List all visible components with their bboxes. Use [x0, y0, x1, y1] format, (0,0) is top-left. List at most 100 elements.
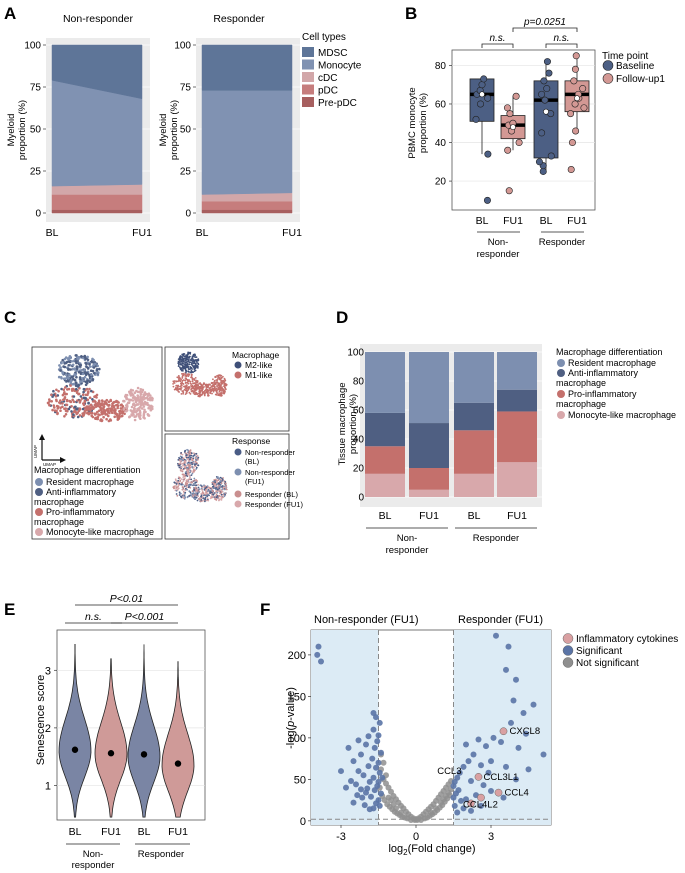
umap-point — [137, 408, 140, 412]
umap-point — [200, 390, 202, 392]
umap-point — [188, 451, 191, 454]
umap-point — [133, 418, 137, 422]
legend-title: Time point — [602, 51, 649, 62]
umap-point — [184, 489, 187, 491]
significant-point — [488, 787, 494, 794]
y-tick-label: 100 — [174, 41, 191, 52]
umap-point — [172, 385, 175, 388]
umap-point — [218, 374, 221, 377]
umap-point — [222, 493, 224, 496]
umap-point — [73, 368, 77, 371]
umap-point — [177, 358, 180, 360]
umap-point — [72, 413, 75, 416]
umap-point — [181, 462, 184, 465]
umap-point — [179, 358, 181, 360]
umap-point — [90, 411, 94, 415]
legend-label: (BL) — [245, 457, 260, 466]
umap-point — [48, 399, 51, 403]
umap-point — [84, 396, 87, 400]
umap-point — [181, 459, 184, 461]
facet-title: Responder — [213, 13, 265, 25]
umap-point — [73, 389, 76, 393]
umap-point — [182, 476, 185, 478]
umap-point — [181, 453, 184, 456]
umap-point — [184, 471, 187, 473]
umap-point — [86, 398, 90, 402]
x-tick-label: BL — [476, 215, 489, 227]
umap-point — [65, 403, 68, 407]
significant-point — [465, 758, 472, 765]
umap-point — [179, 479, 182, 482]
umap-point — [213, 497, 216, 500]
umap-point — [184, 482, 187, 485]
umap-point — [78, 363, 82, 367]
umap-point — [188, 391, 191, 394]
umap-point — [192, 461, 195, 464]
umap-point — [216, 392, 219, 394]
umap-point — [177, 479, 180, 482]
data-point — [538, 90, 546, 98]
x-tick-label: FU1 — [101, 826, 121, 838]
umap-point — [179, 461, 182, 463]
bar-segment — [409, 423, 449, 468]
significant-point — [460, 805, 467, 812]
umap-point — [68, 355, 72, 358]
data-point — [547, 152, 555, 160]
umap-point — [180, 456, 183, 459]
umap-point — [192, 386, 195, 388]
umap-point — [222, 389, 225, 392]
umap-point — [184, 387, 187, 390]
umap-point — [61, 358, 64, 362]
umap-point — [195, 479, 198, 481]
umap-point — [184, 492, 186, 495]
umap-point — [180, 385, 183, 387]
umap-point — [72, 400, 76, 404]
significant-point — [361, 802, 368, 809]
umap-point — [181, 483, 184, 486]
umap-point — [113, 400, 116, 404]
umap-point — [144, 397, 147, 400]
umap-point — [191, 463, 194, 466]
umap-point — [95, 368, 99, 371]
umap-point — [146, 413, 150, 416]
data-point — [539, 167, 547, 175]
umap-point — [54, 394, 58, 398]
umap-point — [124, 395, 127, 398]
umap-point — [67, 358, 71, 361]
y-tick-label: 20 — [353, 464, 365, 475]
umap-point — [56, 411, 59, 415]
umap-point — [192, 483, 195, 485]
umap-point — [183, 451, 186, 453]
data-point — [572, 127, 580, 135]
umap-point — [66, 388, 69, 391]
umap-point — [186, 381, 189, 384]
umap-point — [178, 491, 181, 494]
umap-point — [194, 487, 197, 490]
umap-point — [130, 405, 134, 409]
legend-label: Anti-inflammatory — [568, 368, 639, 378]
legend-label: M1-like — [245, 370, 273, 380]
umap-point — [73, 409, 76, 413]
umap-point — [52, 389, 55, 393]
legend-swatch — [557, 359, 565, 367]
umap-point — [65, 399, 69, 403]
umap-point — [178, 457, 180, 459]
umap-point — [86, 393, 89, 397]
umap-point — [138, 410, 142, 414]
umap-point — [189, 486, 192, 489]
umap-point — [139, 417, 142, 421]
umap-point — [71, 363, 75, 367]
umap-point — [67, 368, 70, 371]
umap-point — [187, 375, 190, 378]
umap-point — [190, 388, 193, 391]
umap-point — [73, 405, 76, 409]
umap-point — [184, 361, 187, 364]
umap-point — [215, 496, 218, 499]
x-tick-label: BL — [468, 510, 481, 522]
umap-point — [105, 413, 109, 416]
umap-point — [141, 388, 145, 392]
umap-point — [182, 493, 185, 496]
umap-point — [176, 386, 179, 389]
umap-point — [78, 414, 82, 417]
mean-point — [574, 95, 580, 102]
